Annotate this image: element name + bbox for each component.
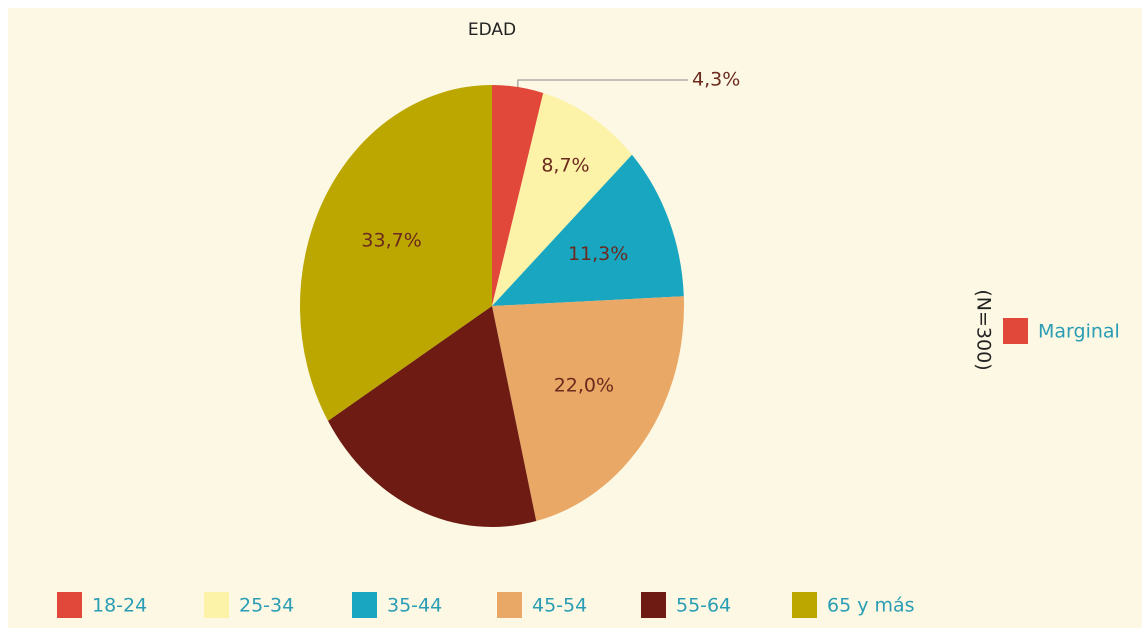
data-label: 11,3% xyxy=(568,243,628,265)
data-label: 8,7% xyxy=(541,155,589,177)
legend-label: 18-24 xyxy=(92,595,147,617)
pie-slice xyxy=(327,306,537,527)
legend-swatch xyxy=(57,592,82,618)
legend-swatch xyxy=(1003,318,1028,344)
legend-swatch xyxy=(204,592,229,618)
sample-size: (N=300) xyxy=(973,289,995,370)
legend-swatch xyxy=(641,592,666,618)
data-label: 33,7% xyxy=(361,230,421,252)
pie-slice xyxy=(492,93,632,307)
leader-line xyxy=(517,79,688,88)
pie-slice xyxy=(299,84,492,421)
pie-slice xyxy=(492,296,684,522)
legend-label: 35-44 xyxy=(387,595,442,617)
legend-label: 45-54 xyxy=(532,595,587,617)
legend-label: Marginal xyxy=(1038,321,1120,343)
data-label: 4,3% xyxy=(692,69,740,91)
legend-swatch xyxy=(792,592,817,618)
data-label: 22,0% xyxy=(554,374,614,396)
pie-slice xyxy=(492,85,544,306)
legend-label: 25-34 xyxy=(239,595,294,617)
legend-swatch xyxy=(497,592,522,618)
chart-title: EDAD xyxy=(468,20,516,40)
legend-label: 65 y más xyxy=(827,595,915,617)
legend-label: 55-64 xyxy=(676,595,731,617)
pie-slice xyxy=(492,154,684,306)
legend-swatch xyxy=(352,592,377,618)
